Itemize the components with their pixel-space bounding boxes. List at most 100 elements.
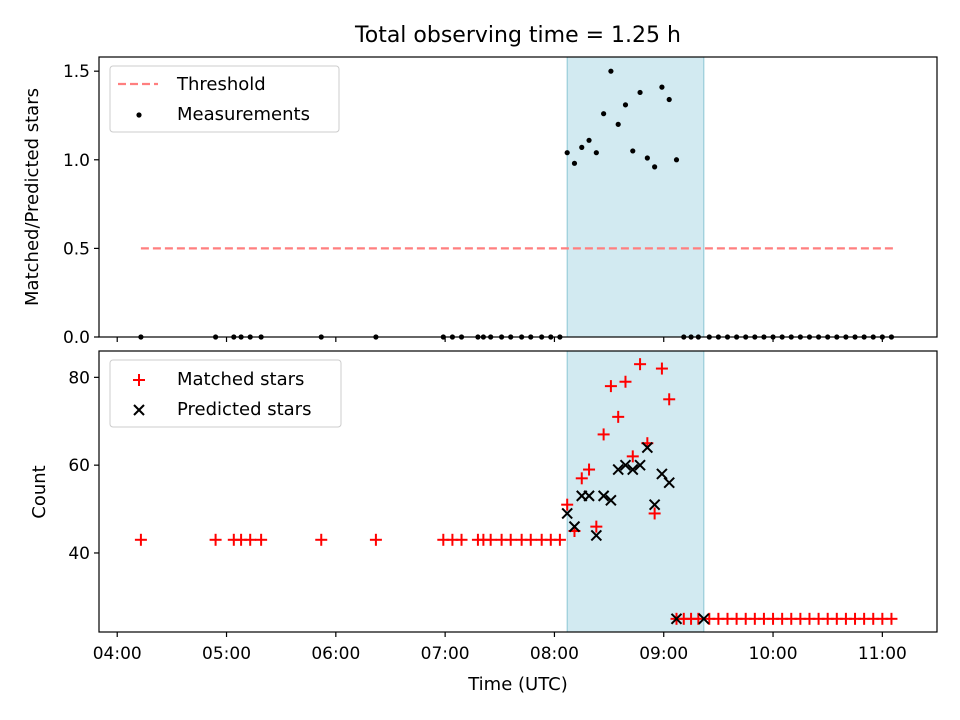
measurement-point <box>564 150 570 156</box>
ratio-x-ticks <box>116 337 883 342</box>
measurement-point <box>586 137 592 143</box>
predicted-star-stroke <box>619 459 632 471</box>
ratio-y-label: Matched/Predicted stars <box>22 88 43 306</box>
matched-star-point <box>619 375 632 388</box>
time-x-tick-label: 10:00 <box>749 644 798 664</box>
predicted-star-stroke <box>634 459 646 471</box>
predicted-star-point <box>641 441 654 454</box>
matched-star-point <box>244 533 257 546</box>
ratio-y-tick-label: 1.0 <box>63 151 90 171</box>
predicted-star-stroke <box>656 468 668 480</box>
predicted-star-stroke <box>583 490 595 502</box>
matched-star-point <box>612 410 625 423</box>
predicted-star-stroke <box>597 490 610 502</box>
chart-title: Total observing time = 1.25 h <box>354 23 681 48</box>
matched-star-point <box>583 463 596 476</box>
measurement-point <box>666 96 672 103</box>
time-x-tick-label: 04:00 <box>93 644 142 664</box>
legend-predicted-swatch <box>133 404 145 416</box>
legend-measurements-swatch <box>136 112 142 118</box>
time-x-axis: 04:00 05:00 06:00 07:00 08:00 09:00 10:00 11:00 <box>93 632 907 664</box>
x-axis-label: Time (UTC) <box>467 674 568 695</box>
time-x-tick-label: 08:00 <box>530 644 579 664</box>
matched-star-point <box>455 533 468 546</box>
legend-matched-swatch <box>133 374 145 386</box>
legend-threshold-label: Threshold <box>176 74 266 95</box>
predicted-star-point <box>648 498 661 511</box>
predicted-star-stroke <box>627 463 639 476</box>
measurement-point <box>622 102 629 108</box>
predicted-star-stroke <box>568 520 581 533</box>
matched-star-point <box>561 498 574 511</box>
predicted-star-stroke <box>561 507 573 520</box>
matched-star-point <box>655 362 668 375</box>
matched-star-point <box>524 533 537 546</box>
measurement-point <box>673 157 680 163</box>
predicted-star-point <box>627 463 639 476</box>
matched-star-point <box>315 533 328 546</box>
predicted-star-stroke <box>590 529 603 542</box>
matched-star-point <box>575 472 588 485</box>
ratio-panel: 0.0 0.5 1.0 1.5 Matched/Predicted stars Thr… <box>22 56 938 348</box>
matched-star-point <box>484 533 497 546</box>
measurement-point <box>571 160 578 166</box>
predicted-star-point <box>583 490 595 502</box>
measurement-point <box>630 148 636 154</box>
predicted-star-point <box>605 494 617 506</box>
matched-star-point <box>590 520 603 533</box>
ratio-legend-box <box>109 65 340 133</box>
predicted-star-stroke <box>663 477 675 489</box>
ratio-y-axis: 0.0 0.5 1.0 1.5 <box>63 62 99 348</box>
time-x-tick-label: 06:00 <box>311 644 360 664</box>
predicted-star-point <box>663 477 675 489</box>
time-x-tick-label: 07:00 <box>421 644 470 664</box>
predicted-stars-points <box>561 441 710 625</box>
time-x-tick-label: 11:00 <box>858 644 907 664</box>
predicted-star-point <box>568 520 581 533</box>
legend-measurements-label: Measurements <box>177 104 310 125</box>
predicted-star-stroke <box>641 441 654 454</box>
measurement-point <box>615 121 621 127</box>
matched-stars-points <box>134 358 898 625</box>
predicted-star-stroke <box>670 613 683 625</box>
matched-star-point <box>553 533 566 546</box>
matched-star-point <box>604 380 617 393</box>
matched-star-point <box>663 393 676 406</box>
time-x-tick-label: 09:00 <box>639 644 688 664</box>
predicted-star-point <box>698 613 710 625</box>
predicted-star-stroke <box>605 494 617 506</box>
ratio-y-tick-label: 0.0 <box>63 328 90 348</box>
predicted-star-point <box>634 459 646 471</box>
matched-star-point <box>648 507 661 520</box>
predicted-star-point <box>597 490 610 502</box>
ratio-legend: Threshold Measurements <box>109 65 340 133</box>
predicted-star-stroke <box>698 613 710 625</box>
predicted-star-point <box>561 507 573 520</box>
count-y-tick-label: 40 <box>68 544 90 564</box>
measurement-point <box>652 164 658 170</box>
matched-star-point <box>209 533 222 546</box>
matched-star-point <box>504 533 517 546</box>
predicted-star-point <box>612 463 624 476</box>
measurement-point <box>601 111 607 117</box>
matched-star-point <box>597 428 610 441</box>
measurement-point <box>593 150 599 156</box>
count-y-tick-label: 80 <box>68 368 90 388</box>
measurement-point <box>637 89 643 96</box>
ratio-y-tick-label: 0.5 <box>63 239 90 259</box>
predicted-star-stroke <box>612 463 624 476</box>
predicted-star-stroke <box>648 498 661 511</box>
predicted-star-point <box>670 613 683 625</box>
matched-star-point <box>134 533 147 546</box>
matched-star-point <box>885 612 898 625</box>
matched-star-point <box>626 450 639 463</box>
ratio-plot-frame <box>98 56 938 338</box>
measurement-point <box>579 144 585 150</box>
measurement-point <box>659 84 665 90</box>
legend-predicted-label: Predicted stars <box>177 399 311 420</box>
predicted-star-point <box>619 459 632 471</box>
legend-matched-label: Matched stars <box>177 369 304 390</box>
ratio-y-tick-label: 1.5 <box>63 62 90 82</box>
matched-star-point <box>692 612 705 625</box>
